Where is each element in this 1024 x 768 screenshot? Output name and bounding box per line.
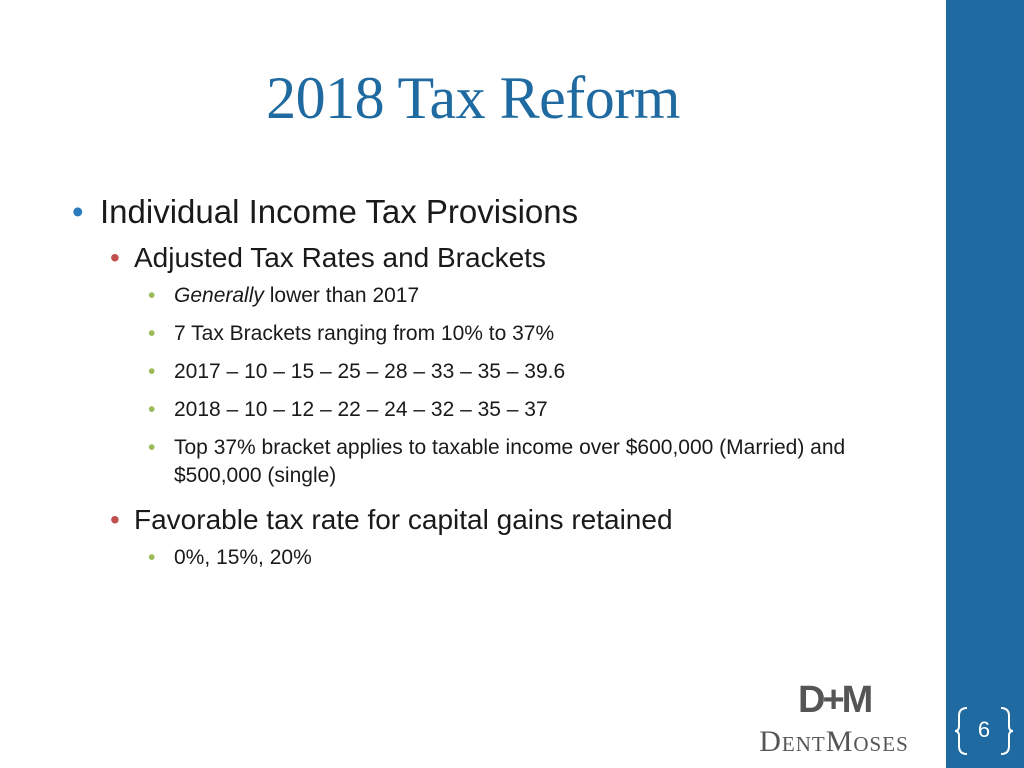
bullet-dot-icon: • xyxy=(110,504,120,535)
bullet-dot-icon: • xyxy=(110,242,120,273)
page-number: 6 xyxy=(977,717,991,742)
bullet-text: Individual Income Tax Provisions xyxy=(100,193,579,230)
side-accent-band xyxy=(946,0,1024,768)
bullet-dot-icon: • xyxy=(148,546,156,569)
bullet-emphasis: Generally xyxy=(174,284,264,307)
slide-title: 2018 Tax Reform xyxy=(266,65,680,131)
bullet-text: Top 37% bracket applies to taxable incom… xyxy=(174,436,846,487)
bullet-dot-icon: • xyxy=(148,398,156,421)
bullet-dot-icon: • xyxy=(72,193,84,230)
bullet-dot-icon: • xyxy=(148,436,156,459)
dentmoses-logo: D+M DentMoses xyxy=(732,676,936,760)
bullet-text: 0%, 15%, 20% xyxy=(174,546,312,569)
bullet-text: 2018 – 10 – 12 – 22 – 24 – 32 – 35 – 37 xyxy=(174,398,548,421)
logo-mark: D+M xyxy=(798,679,873,721)
bullet-dot-icon: • xyxy=(148,322,156,345)
bullet-top-bracket: • Top 37% bracket applies to taxable inc… xyxy=(148,434,932,490)
bullet-capital-gains: • Favorable tax rate for capital gains r… xyxy=(110,500,932,540)
bullet-text: Adjusted Tax Rates and Brackets xyxy=(134,242,546,273)
bullet-seven-brackets: • 7 Tax Brackets ranging from 10% to 37% xyxy=(148,320,932,348)
page-number-bracket-icon xyxy=(955,707,1013,755)
bullet-capital-gains-rates: • 0%, 15%, 20% xyxy=(148,544,932,572)
bullet-dot-icon: • xyxy=(148,360,156,383)
bullet-2018-rates: • 2018 – 10 – 12 – 22 – 24 – 32 – 35 – 3… xyxy=(148,396,932,424)
bullet-dot-icon: • xyxy=(148,284,156,307)
logo-wordmark: DentMoses xyxy=(759,725,909,758)
bullet-text: Favorable tax rate for capital gains ret… xyxy=(134,504,673,535)
bullet-individual-income-tax: • Individual Income Tax Provisions xyxy=(72,190,932,234)
bullet-text: lower than 2017 xyxy=(263,284,420,307)
bullet-text: 2017 – 10 – 15 – 25 – 28 – 33 – 35 – 39.… xyxy=(174,360,566,383)
bullet-list: • Individual Income Tax Provisions • Adj… xyxy=(72,190,932,582)
bullet-adjusted-rates: • Adjusted Tax Rates and Brackets xyxy=(110,238,932,278)
bullet-2017-rates: • 2017 – 10 – 15 – 25 – 28 – 33 – 35 – 3… xyxy=(148,358,932,386)
bullet-text: 7 Tax Brackets ranging from 10% to 37% xyxy=(174,322,555,345)
bullet-generally-lower: • Generally lower than 2017 xyxy=(148,282,932,310)
